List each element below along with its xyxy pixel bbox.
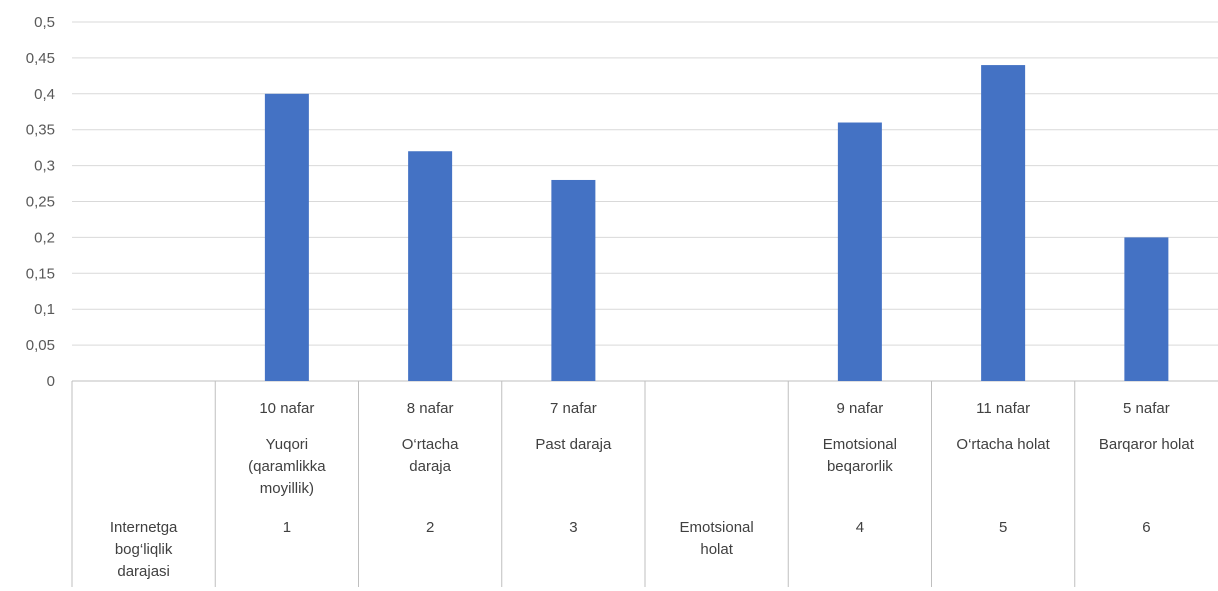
- category-label: (qaramlikka: [248, 458, 326, 475]
- category-label: Past daraja: [535, 436, 612, 453]
- category-table: Internetga bog‘liqlik darajasi 10 nafar Yuqo…: [71, 381, 1195, 587]
- category-index-label: 1: [283, 519, 291, 536]
- category-label: moyillik): [260, 480, 314, 497]
- group-label: bog‘liqlik: [115, 541, 173, 558]
- category-count-label: 11 nafar: [976, 400, 1030, 417]
- bar: [408, 151, 453, 381]
- group-label: holat: [700, 541, 733, 558]
- category-label: O‘rtacha: [402, 436, 459, 453]
- category-label: beqarorlik: [827, 458, 893, 475]
- category-index-label: 6: [1142, 519, 1150, 536]
- y-tick-label: 0,45: [26, 50, 55, 67]
- group-label: Internetga: [110, 519, 178, 536]
- group-label: Emotsional: [680, 519, 754, 536]
- y-tick-label: 0,15: [26, 265, 55, 282]
- category-label: O‘rtacha holat: [956, 436, 1050, 453]
- y-tick-label: 0,2: [34, 229, 55, 246]
- y-tick-label: 0,1: [34, 301, 55, 318]
- category-label: Emotsional: [823, 436, 897, 453]
- category-label: daraja: [409, 458, 451, 475]
- category-count-label: 7 nafar: [550, 400, 597, 417]
- category-label: Yuqori: [266, 436, 309, 453]
- y-tick-label: 0,3: [34, 158, 55, 175]
- y-tick-label: 0: [47, 373, 55, 390]
- bar: [837, 122, 882, 382]
- category-count-label: 9 nafar: [837, 400, 884, 417]
- gridlines: [72, 21, 1218, 382]
- category-index-label: 5: [999, 519, 1007, 536]
- category-index-label: 4: [856, 519, 864, 536]
- category-label: Barqaror holat: [1099, 436, 1195, 453]
- y-tick-label: 0,05: [26, 337, 55, 354]
- bars: [264, 65, 1169, 382]
- bar: [981, 65, 1026, 381]
- bar: [1124, 237, 1169, 381]
- y-tick-label: 0,35: [26, 122, 55, 139]
- category-count-label: 8 nafar: [407, 400, 454, 417]
- bar: [264, 93, 309, 382]
- y-tick-label: 0,4: [34, 86, 55, 103]
- category-count-label: 5 nafar: [1123, 400, 1170, 417]
- category-count-label: 10 nafar: [259, 400, 314, 417]
- category-index-label: 2: [426, 519, 434, 536]
- y-axis-ticks: 0 0,05 0,1 0,15 0,2 0,25 0,3 0,35 0,4 0,45 0,5: [26, 14, 55, 390]
- category-index-label: 3: [569, 519, 577, 536]
- group-label: darajasi: [117, 563, 170, 580]
- y-tick-label: 0,5: [34, 14, 55, 31]
- bar: [551, 179, 596, 381]
- y-tick-label: 0,25: [26, 194, 55, 211]
